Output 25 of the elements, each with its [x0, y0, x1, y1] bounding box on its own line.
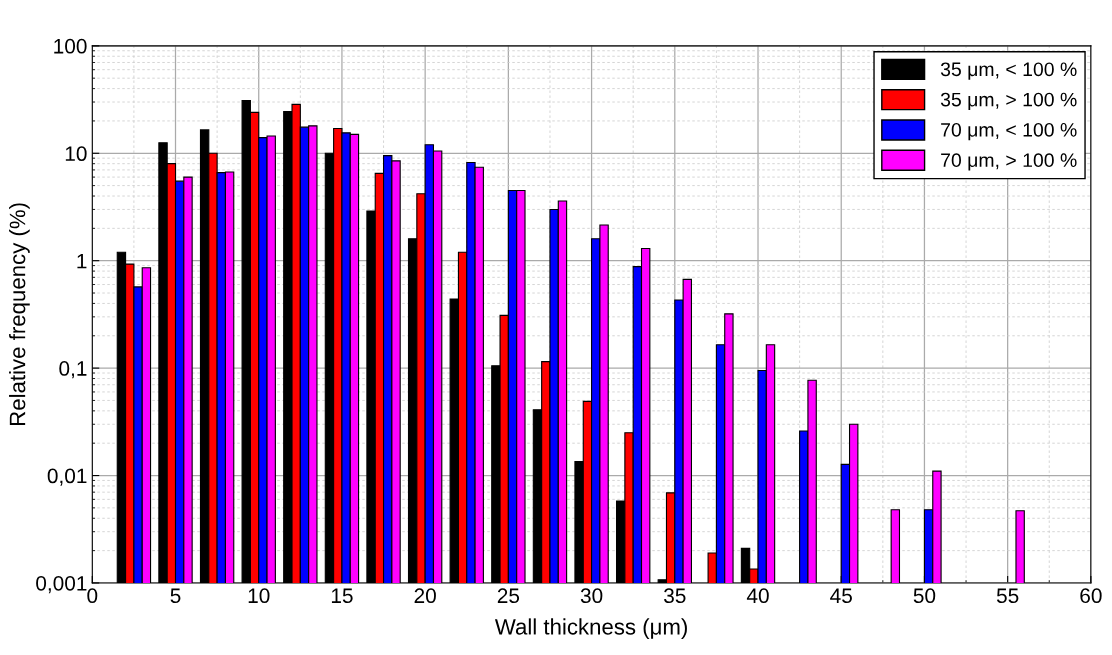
y-tick-label: 1 [77, 253, 87, 269]
x-axis-title: Wall thickness (μm) [494, 618, 687, 640]
x-tick-label: 15 [331, 588, 353, 604]
y-tick-label: 10 [65, 146, 87, 162]
y-axis-title: Relative frequency (%) [9, 203, 30, 425]
x-tick-label: 55 [996, 588, 1019, 604]
y-tick-label: 100 [54, 38, 87, 54]
x-tick-label: 40 [746, 588, 769, 604]
legend-label: 35 μm, > 100 % [940, 92, 1077, 110]
x-tick-label: 25 [497, 588, 520, 604]
y-tick-label: 0,001 [36, 575, 87, 594]
y-tick-label: 0,1 [59, 361, 87, 379]
legend-label: 35 μm, < 100 % [940, 62, 1077, 80]
x-tick-label: 5 [170, 588, 181, 604]
legend-label: 70 μm, < 100 % [941, 122, 1077, 141]
x-tick-label: 50 [913, 588, 936, 604]
x-tick-label: 30 [580, 588, 603, 604]
x-tick-label: 35 [664, 588, 686, 604]
x-tick-label: 10 [248, 588, 270, 604]
legend-label: 70 μm, > 100 % [941, 153, 1077, 171]
x-tick-label: 45 [830, 588, 852, 604]
x-tick-label: 60 [1080, 588, 1102, 604]
y-tick-label: 0,01 [47, 468, 87, 486]
x-tick-label: 20 [414, 588, 436, 604]
x-tick-label: 0 [87, 588, 98, 604]
